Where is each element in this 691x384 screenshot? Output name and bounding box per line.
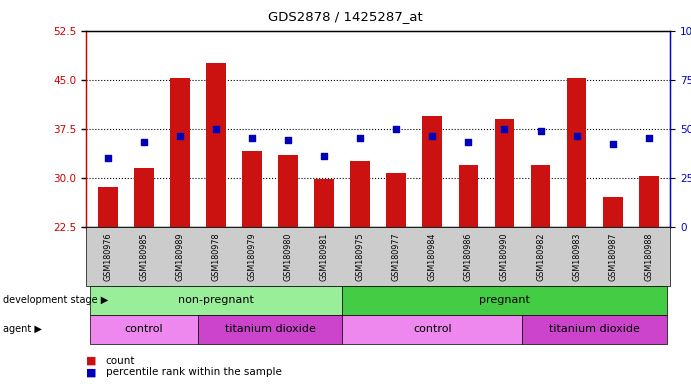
Point bbox=[138, 139, 149, 146]
Bar bbox=[350, 161, 370, 227]
Bar bbox=[459, 165, 478, 227]
Text: titanium dioxide: titanium dioxide bbox=[549, 324, 640, 334]
Bar bbox=[531, 165, 551, 227]
Bar bbox=[243, 152, 262, 227]
Point bbox=[499, 126, 510, 132]
Text: GDS2878 / 1425287_at: GDS2878 / 1425287_at bbox=[268, 10, 423, 23]
Point bbox=[571, 133, 582, 139]
Text: GSM180987: GSM180987 bbox=[608, 232, 617, 281]
Point bbox=[643, 136, 654, 142]
Point bbox=[175, 133, 186, 139]
Text: control: control bbox=[125, 324, 163, 334]
Text: GSM180985: GSM180985 bbox=[140, 232, 149, 281]
Bar bbox=[495, 119, 514, 227]
Text: ■: ■ bbox=[86, 367, 97, 377]
Bar bbox=[206, 63, 226, 227]
Text: GSM180982: GSM180982 bbox=[536, 232, 545, 281]
Point bbox=[211, 126, 222, 132]
Text: GSM180984: GSM180984 bbox=[428, 232, 437, 280]
Text: development stage ▶: development stage ▶ bbox=[3, 295, 108, 306]
Bar bbox=[422, 116, 442, 227]
Point bbox=[535, 127, 546, 134]
Text: GSM180989: GSM180989 bbox=[176, 232, 184, 281]
Point bbox=[463, 139, 474, 146]
Text: count: count bbox=[106, 356, 135, 366]
Text: GSM180979: GSM180979 bbox=[247, 232, 256, 281]
Text: pregnant: pregnant bbox=[479, 295, 530, 306]
Bar bbox=[603, 197, 623, 227]
Point bbox=[247, 136, 258, 142]
Bar bbox=[278, 155, 298, 227]
Text: ■: ■ bbox=[86, 356, 97, 366]
Bar bbox=[314, 179, 334, 227]
Bar bbox=[638, 176, 659, 227]
Text: percentile rank within the sample: percentile rank within the sample bbox=[106, 367, 282, 377]
Point bbox=[427, 133, 438, 139]
Text: GSM180990: GSM180990 bbox=[500, 232, 509, 281]
Text: GSM180977: GSM180977 bbox=[392, 232, 401, 281]
Text: GSM180986: GSM180986 bbox=[464, 232, 473, 280]
Point bbox=[319, 153, 330, 159]
Text: GSM180981: GSM180981 bbox=[320, 232, 329, 280]
Bar bbox=[170, 78, 190, 227]
Point bbox=[102, 155, 113, 161]
Bar bbox=[386, 173, 406, 227]
Point bbox=[391, 126, 402, 132]
Text: control: control bbox=[413, 324, 452, 334]
Text: GSM180975: GSM180975 bbox=[356, 232, 365, 281]
Text: agent ▶: agent ▶ bbox=[3, 324, 42, 334]
Bar bbox=[134, 168, 154, 227]
Text: titanium dioxide: titanium dioxide bbox=[225, 324, 316, 334]
Point bbox=[283, 137, 294, 144]
Text: GSM180978: GSM180978 bbox=[211, 232, 220, 281]
Text: GSM180983: GSM180983 bbox=[572, 232, 581, 280]
Text: non-pregnant: non-pregnant bbox=[178, 295, 254, 306]
Point bbox=[354, 136, 366, 142]
Bar bbox=[98, 187, 118, 227]
Point bbox=[607, 141, 618, 147]
Text: GSM180980: GSM180980 bbox=[284, 232, 293, 280]
Text: GSM180976: GSM180976 bbox=[104, 232, 113, 281]
Text: GSM180988: GSM180988 bbox=[644, 232, 653, 280]
Bar bbox=[567, 78, 587, 227]
